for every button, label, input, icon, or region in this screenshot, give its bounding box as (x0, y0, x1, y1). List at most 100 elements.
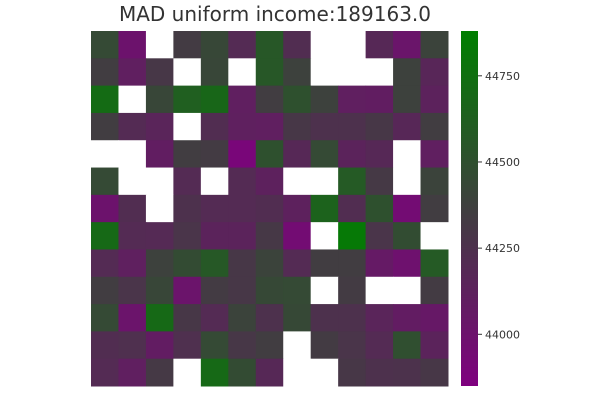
heatmap-cell (365, 358, 394, 387)
heatmap-cell-empty (118, 140, 147, 169)
heatmap-cell (145, 358, 174, 387)
heatmap-cell (145, 112, 174, 141)
heatmap-cell-empty (145, 167, 174, 196)
heatmap-cell (283, 276, 312, 305)
heatmap-cell (393, 58, 422, 87)
heatmap-cell (338, 194, 367, 223)
heatmap-cell (338, 331, 367, 360)
heatmap-cell (283, 249, 312, 278)
heatmap-cell (91, 249, 119, 278)
heatmap-cell (91, 167, 119, 196)
heatmap-cell (365, 140, 394, 169)
heatmap-cell (310, 331, 339, 360)
heatmap-cell (420, 249, 449, 278)
heatmap-cell (228, 31, 257, 59)
heatmap-cell (118, 304, 147, 332)
heatmap-cell (420, 167, 449, 196)
colorbar-ticks: 44750 44500 44250 44000 (478, 70, 520, 341)
heatmap-cell (338, 167, 367, 196)
heatmap-cell-empty (393, 140, 422, 169)
heatmap-cell (393, 31, 422, 59)
heatmap-cell (118, 112, 147, 141)
heatmap-cell (283, 58, 312, 87)
heatmap-cell (310, 249, 339, 278)
heatmap-cell (310, 194, 339, 223)
heatmap-cell (118, 58, 147, 87)
heatmap-cell (228, 331, 257, 360)
heatmap-cell (200, 194, 229, 223)
heatmap-cell (173, 167, 202, 196)
colorbar-tick-label: 44250 (485, 242, 520, 255)
heatmap-cell (145, 222, 174, 250)
heatmap-cell (173, 276, 202, 305)
heatmap-cell (393, 222, 422, 250)
heatmap-cell (91, 331, 119, 360)
heatmap-cell (393, 331, 422, 360)
heatmap-cell-empty (118, 167, 147, 196)
heatmap-cell (200, 276, 229, 305)
heatmap-cell (255, 358, 284, 387)
heatmap-cell-empty (173, 358, 202, 387)
heatmap-cell (310, 140, 339, 169)
heatmap-cell (173, 194, 202, 223)
heatmap-cell (338, 304, 367, 332)
heatmap-cell (365, 85, 394, 114)
heatmap-cell-empty (365, 276, 394, 305)
heatmap-cell (283, 222, 312, 250)
heatmap-cell (420, 140, 449, 169)
heatmap-cell-empty (200, 167, 229, 196)
heatmap-cell (145, 140, 174, 169)
heatmap-cell-empty (310, 58, 339, 87)
heatmap-cell (338, 222, 367, 250)
heatmap-cell (118, 358, 147, 387)
heatmap-cell-empty (338, 58, 367, 87)
heatmap-cell (338, 112, 367, 141)
heatmap-cell (255, 249, 284, 278)
heatmap-cell (393, 358, 422, 387)
heatmap-cell-empty (228, 58, 257, 87)
heatmap-cell (283, 194, 312, 223)
heatmap-cell (118, 222, 147, 250)
heatmap-cell (338, 85, 367, 114)
heatmap-cell (91, 304, 119, 332)
heatmap-cell (420, 85, 449, 114)
heatmap-cell (228, 194, 257, 223)
heatmap-cell (255, 31, 284, 59)
heatmap-cell-empty (393, 167, 422, 196)
heatmap-cell (200, 140, 229, 169)
heatmap-cell-empty (173, 112, 202, 141)
heatmap-cell (255, 194, 284, 223)
heatmap-cell (310, 85, 339, 114)
heatmap-cell-empty (310, 358, 339, 387)
heatmap-cell (91, 112, 119, 141)
heatmap-cell (228, 140, 257, 169)
heatmap-cell (200, 31, 229, 59)
heatmap-cell (255, 58, 284, 87)
heatmap-cell (118, 331, 147, 360)
heatmap-cell-empty (393, 276, 422, 305)
heatmap-cell (145, 58, 174, 87)
heatmap-cell (228, 276, 257, 305)
heatmap-cell (228, 85, 257, 114)
heatmap-cell (283, 304, 312, 332)
heatmap-cell (173, 140, 202, 169)
heatmap-cell (145, 249, 174, 278)
heatmap-cell (200, 249, 229, 278)
heatmap-cell (420, 358, 449, 387)
heatmap-cell (91, 194, 119, 223)
chart-title: MAD uniform income:189163.0 (118, 2, 431, 26)
heatmap-cell (365, 222, 394, 250)
heatmap-cell (228, 222, 257, 250)
heatmap-cell (145, 331, 174, 360)
heatmap-cell-empty (310, 276, 339, 305)
heatmap-cell (228, 358, 257, 387)
heatmap-cell (173, 331, 202, 360)
heatmap-cell (200, 58, 229, 87)
heatmap-cell (200, 331, 229, 360)
heatmap-cell-empty (118, 85, 147, 114)
heatmap-cell (283, 140, 312, 169)
heatmap-cell (365, 112, 394, 141)
heatmap-cell (365, 194, 394, 223)
heatmap-cell (365, 304, 394, 332)
heatmap-cell (173, 31, 202, 59)
